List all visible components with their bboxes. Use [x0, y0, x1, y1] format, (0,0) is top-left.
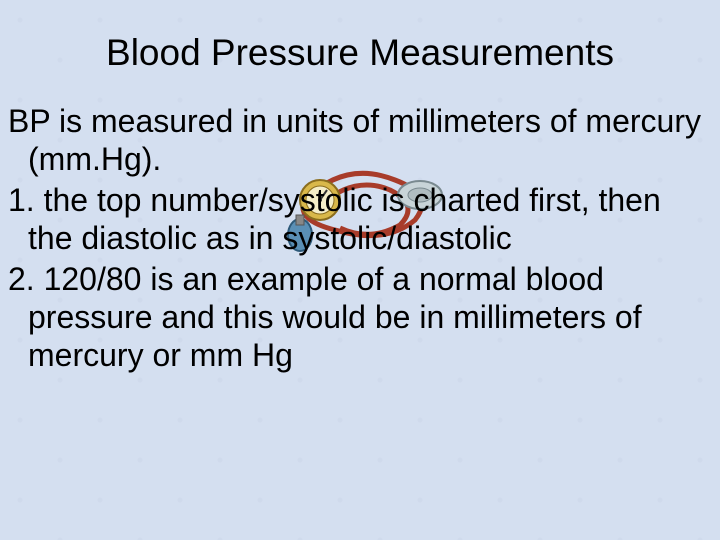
intro-paragraph: BP is measured in units of millimeters o…: [8, 102, 702, 179]
point-2: 2. 120/80 is an example of a normal bloo…: [8, 260, 702, 375]
point-1: 1. the top number/systolic is charted fi…: [8, 181, 702, 258]
slide-body: BP is measured in units of millimeters o…: [0, 102, 720, 375]
slide-title: Blood Pressure Measurements: [0, 0, 720, 102]
